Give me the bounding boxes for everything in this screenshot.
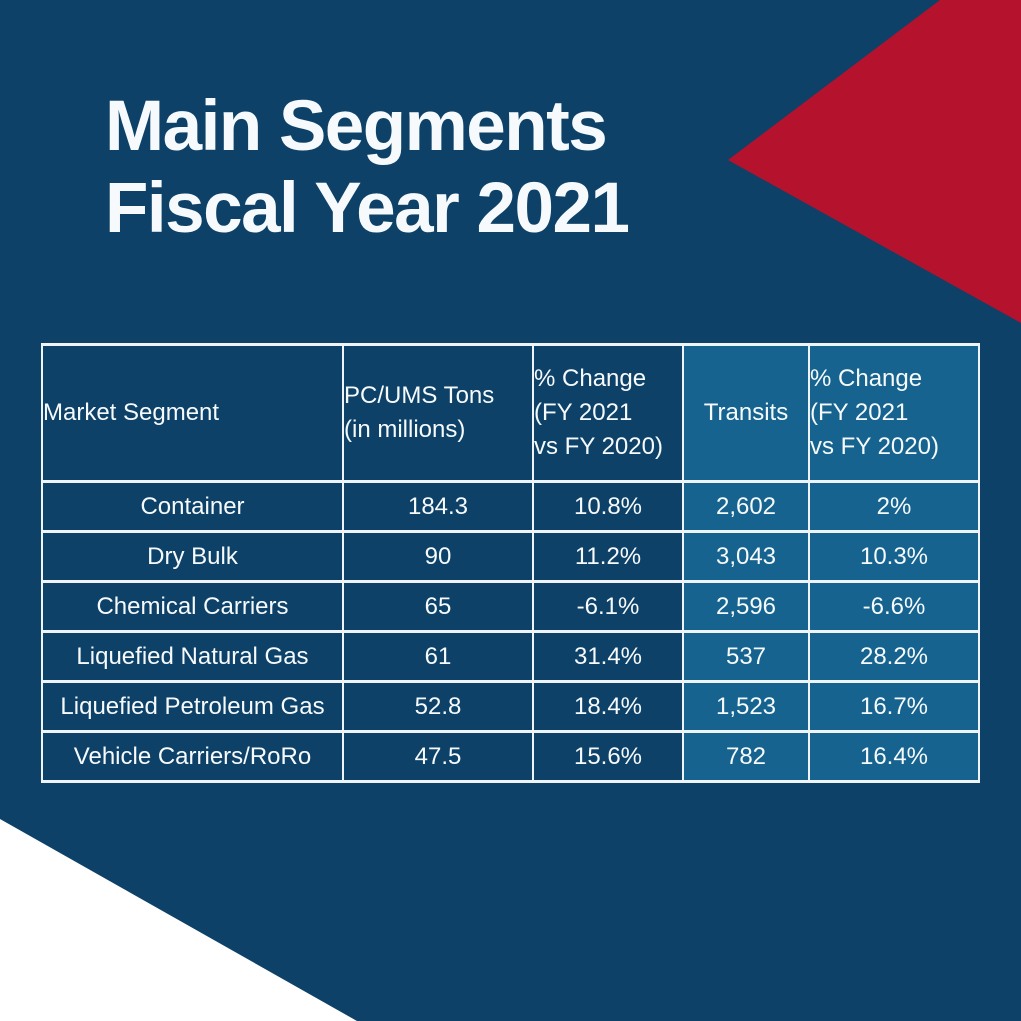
tons-change-cell: 10.8% [532, 480, 684, 533]
column-header-tons-pct-change: % Change (FY 2021 vs FY 2020) [532, 343, 684, 483]
segment-name-cell: Liquefied Natural Gas [41, 630, 344, 683]
segment-name-cell: Vehicle Carriers/RoRo [41, 730, 344, 783]
table-body: Container 184.3 10.8% 2,602 2% Dry Bulk … [41, 480, 980, 783]
segment-name-cell: Container [41, 480, 344, 533]
transits-change-cell: 10.3% [808, 530, 980, 583]
table-row: Container 184.3 10.8% 2,602 2% [41, 480, 980, 533]
title-line-1: Main Segments [105, 87, 608, 166]
tons-cell: 52.8 [342, 680, 534, 733]
transits-cell: 1,523 [682, 680, 810, 733]
transits-change-cell: 16.7% [808, 680, 980, 733]
tons-change-cell: 18.4% [532, 680, 684, 733]
segment-name-cell: Dry Bulk [41, 530, 344, 583]
tons-cell: 65 [342, 580, 534, 633]
transits-cell: 537 [682, 630, 810, 683]
table-row: Liquefied Natural Gas 61 31.4% 537 28.2% [41, 630, 980, 683]
column-header-transits-pct-change: % Change (FY 2021 vs FY 2020) [808, 343, 980, 483]
tons-cell: 184.3 [342, 480, 534, 533]
column-header-transits: Transits [682, 343, 810, 483]
transits-cell: 2,596 [682, 580, 810, 633]
table-row: Dry Bulk 90 11.2% 3,043 10.3% [41, 530, 980, 583]
table-row: Vehicle Carriers/RoRo 47.5 15.6% 782 16.… [41, 730, 980, 783]
tons-change-cell: -6.1% [532, 580, 684, 633]
table-row: Liquefied Petroleum Gas 52.8 18.4% 1,523… [41, 680, 980, 733]
transits-change-cell: 2% [808, 480, 980, 533]
column-header-market-segment: Market Segment [41, 343, 344, 483]
tons-cell: 47.5 [342, 730, 534, 783]
tons-change-cell: 15.6% [532, 730, 684, 783]
title-line-2: Fiscal Year 2021 [105, 169, 630, 248]
segments-table: Market Segment PC/UMS Tons (in millions)… [41, 343, 980, 783]
transits-change-cell: 28.2% [808, 630, 980, 683]
transits-cell: 2,602 [682, 480, 810, 533]
transits-cell: 782 [682, 730, 810, 783]
table-row: Chemical Carriers 65 -6.1% 2,596 -6.6% [41, 580, 980, 633]
page-title: Main Segments Fiscal Year 2021 [105, 86, 630, 250]
segment-name-cell: Liquefied Petroleum Gas [41, 680, 344, 733]
transits-cell: 3,043 [682, 530, 810, 583]
tons-cell: 61 [342, 630, 534, 683]
table-header-row: Market Segment PC/UMS Tons (in millions)… [41, 343, 980, 483]
transits-change-cell: 16.4% [808, 730, 980, 783]
transits-change-cell: -6.6% [808, 580, 980, 633]
tons-change-cell: 31.4% [532, 630, 684, 683]
column-header-pcums-tons: PC/UMS Tons (in millions) [342, 343, 534, 483]
table-row: Market Segment PC/UMS Tons (in millions)… [41, 343, 980, 483]
tons-change-cell: 11.2% [532, 530, 684, 583]
segment-name-cell: Chemical Carriers [41, 580, 344, 633]
tons-cell: 90 [342, 530, 534, 583]
